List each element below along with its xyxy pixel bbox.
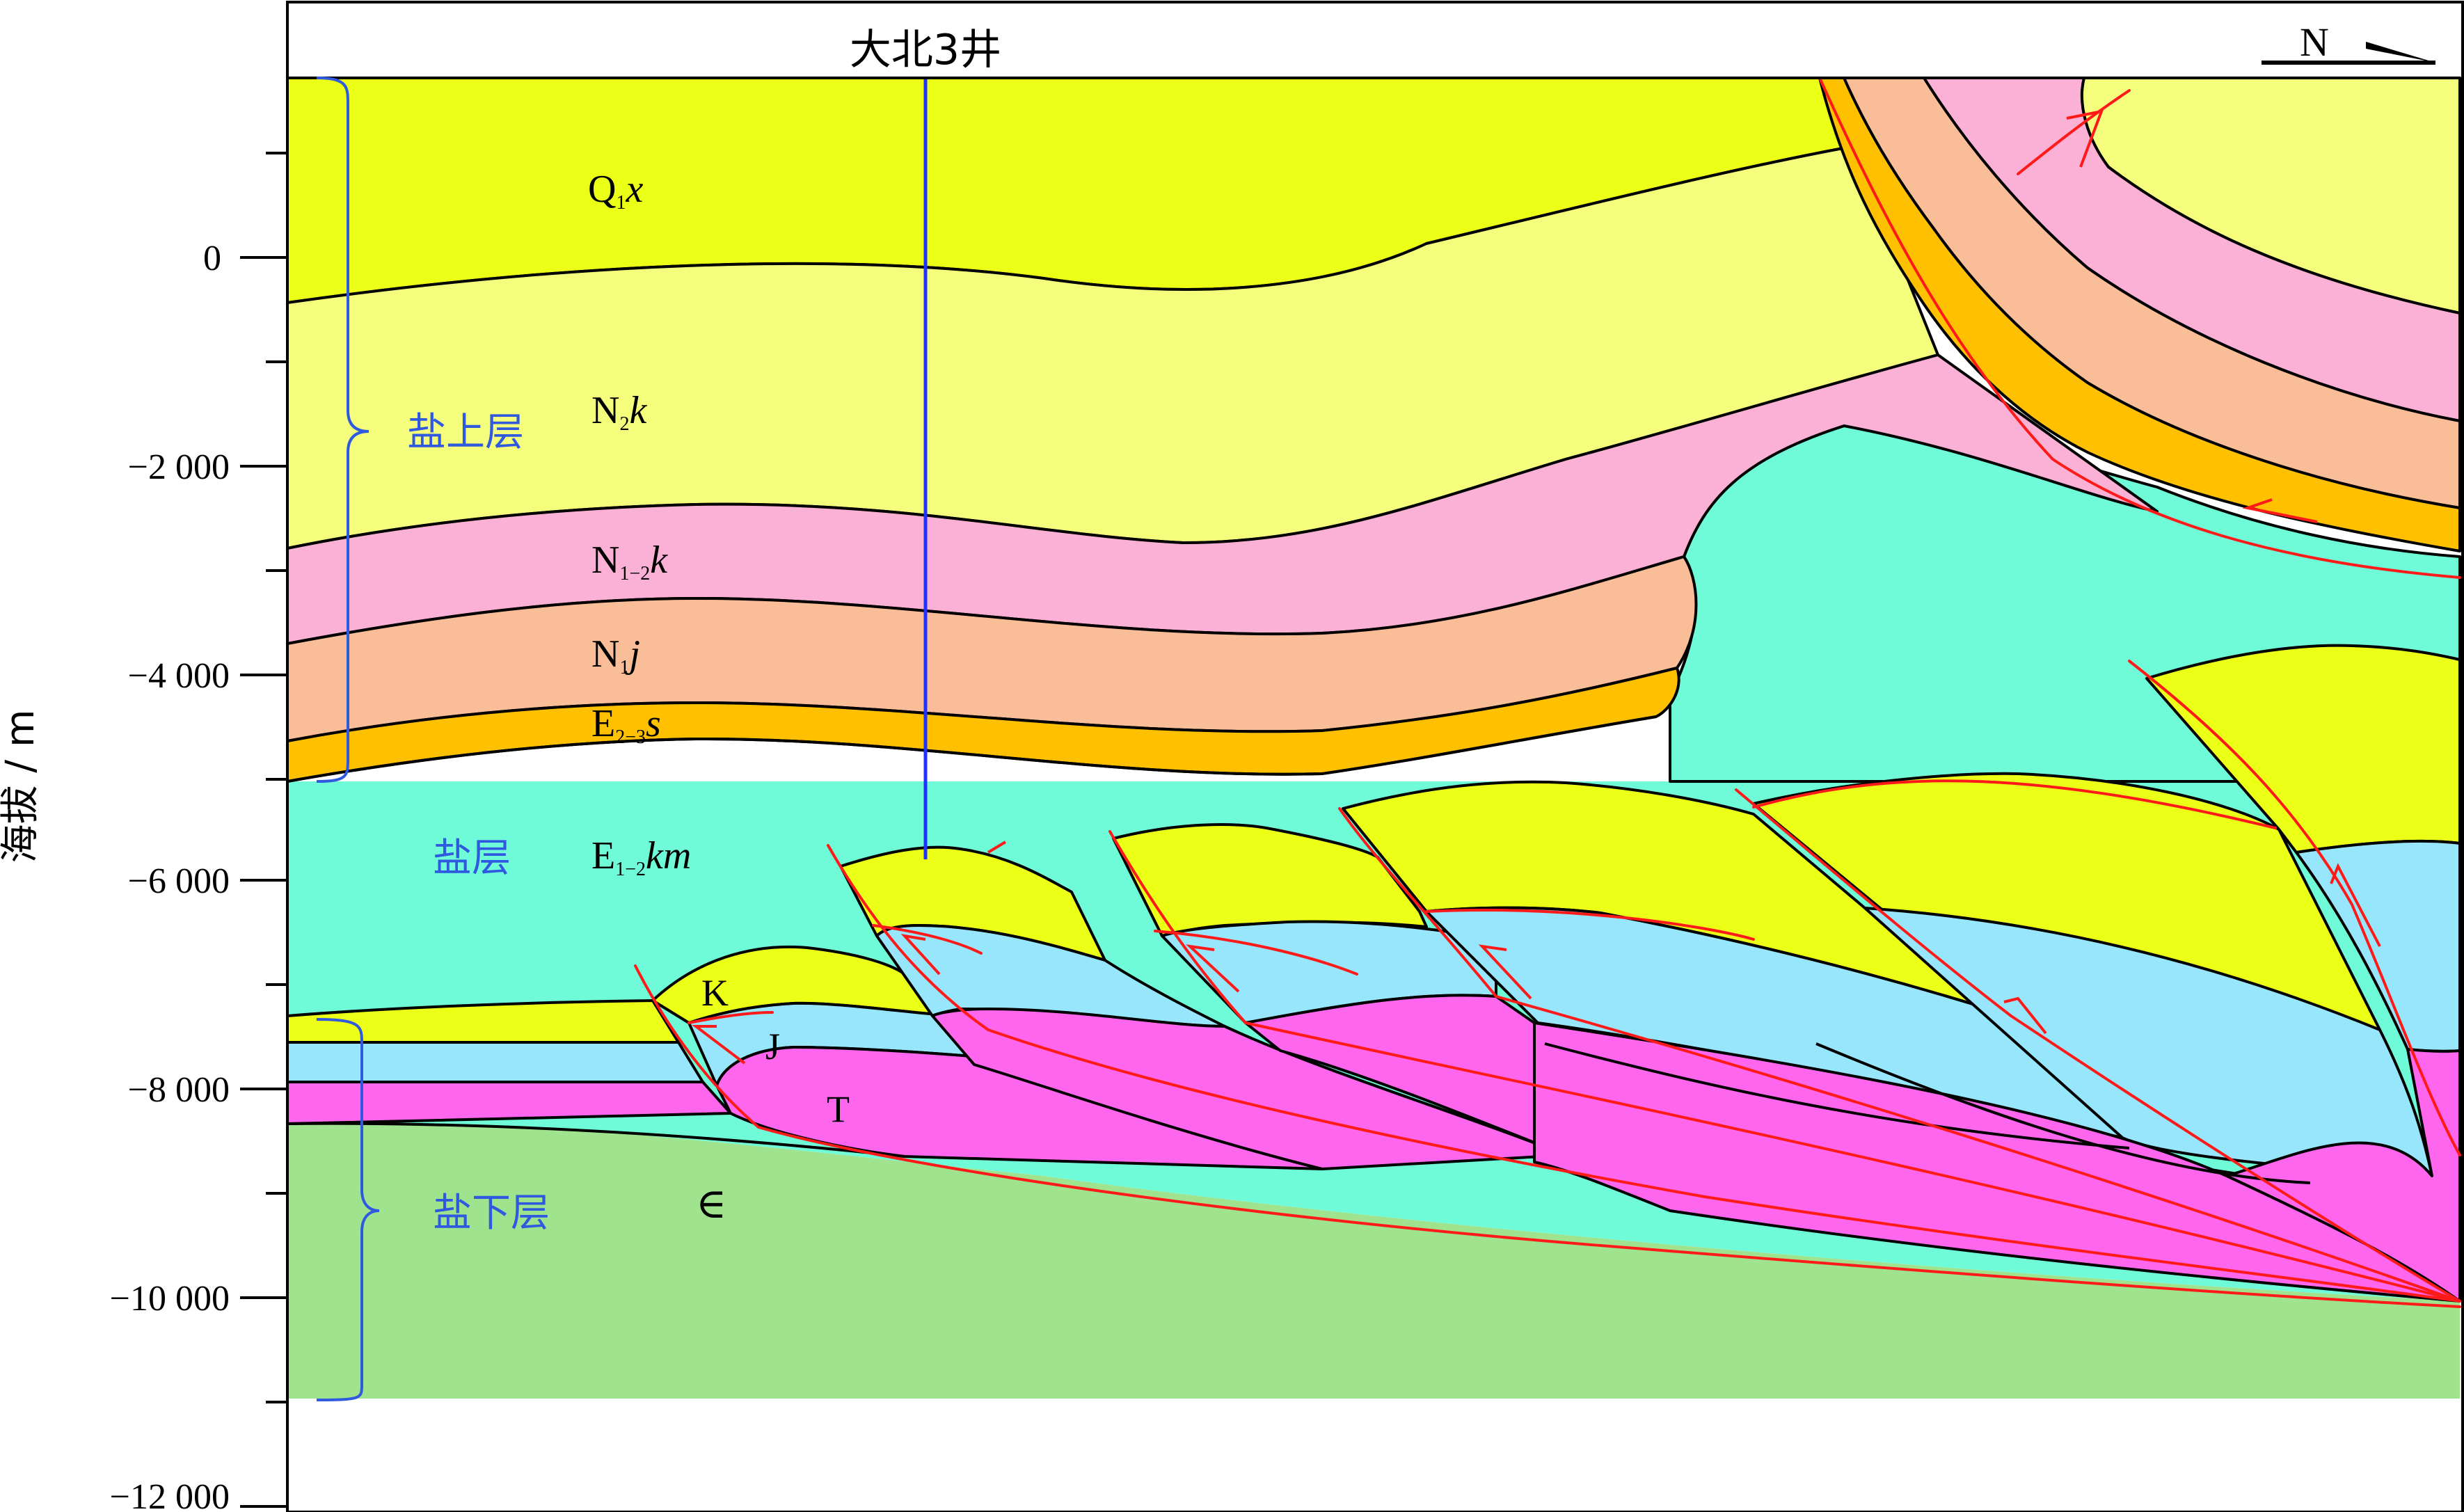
formation-labels: Q1x N2k N1−2k N1j E2−3s E1−2km K J T ∈: [588, 168, 850, 1227]
tick-label-minus-8000: −8 000: [128, 1070, 230, 1110]
tick-label-minus-2000: −2 000: [128, 447, 230, 487]
tick-label-minus-6000: −6 000: [128, 861, 230, 901]
lower-bracket: [316, 1018, 380, 1401]
formation-k: K: [701, 972, 729, 1014]
tick-label-0: 0: [203, 239, 221, 278]
fault-ramp-2: [1154, 930, 1358, 976]
y-axis-title: 海拔 / m: [0, 709, 43, 863]
group-brackets: [316, 77, 380, 1401]
fault-7-back: [1818, 77, 2461, 579]
north-label: N: [2300, 19, 2329, 65]
e23s-right-belt: [1818, 77, 2461, 552]
fault-1: [634, 964, 2461, 1308]
group-label-upper: 盐上层: [407, 410, 524, 455]
y-axis-tick-labels: 0 −2 000 −4 000 −6 000 −8 000 −10 000 −1…: [110, 239, 230, 1512]
formation-e12km: E1−2km: [591, 834, 691, 880]
cambrian-layer: [287, 1124, 2460, 1399]
strata-fills: [286, 77, 2461, 1399]
fault-7-splay: [2017, 89, 2131, 175]
pre-salt-base-line: [287, 1122, 905, 1158]
north-arrow: N: [2262, 19, 2435, 65]
upper-bracket: [316, 77, 369, 783]
formation-t: T: [827, 1088, 850, 1130]
formation-e23s: E2−3s: [591, 702, 661, 748]
y-axis: [240, 2, 289, 1512]
group-label-salt: 盐层: [433, 836, 511, 881]
j-layer-left: [286, 1041, 704, 1083]
fault-ramp-3: [1425, 909, 1755, 941]
fault-2: [827, 844, 2461, 1303]
horizon-lines: [287, 715, 2311, 1184]
tick-label-minus-12000: −12 000: [110, 1477, 230, 1512]
tick-label-minus-10000: −10 000: [110, 1279, 230, 1319]
formation-n12k: N1−2k: [591, 539, 668, 584]
fault-6-ramp: [1752, 779, 2277, 829]
formation-n2k: N2k: [591, 389, 647, 435]
formation-n1j: N1j: [591, 632, 640, 678]
fault-5: [1735, 788, 2461, 1303]
formation-q1x: Q1x: [588, 168, 643, 214]
well-label: 大北3井: [850, 26, 1001, 74]
k-layer-left: [286, 999, 680, 1044]
tick-label-minus-4000: −4 000: [128, 656, 230, 696]
slip-arrows: [692, 109, 2381, 1065]
fault-6: [2128, 660, 2461, 1156]
fault-4: [1338, 807, 2461, 1303]
t-sheet-2: [931, 1008, 1567, 1170]
fault-ramp-1: [872, 924, 983, 955]
formation-j: J: [765, 1026, 780, 1067]
group-label-lower: 盐下层: [433, 1191, 550, 1236]
j-sheet-5: [1863, 907, 2433, 1177]
group-labels: 盐上层 盐层 盐下层: [407, 410, 550, 1236]
fault-ramp-0: [687, 1011, 774, 1024]
faults: [634, 77, 2461, 1308]
formation-cambrian: ∈: [696, 1181, 726, 1227]
